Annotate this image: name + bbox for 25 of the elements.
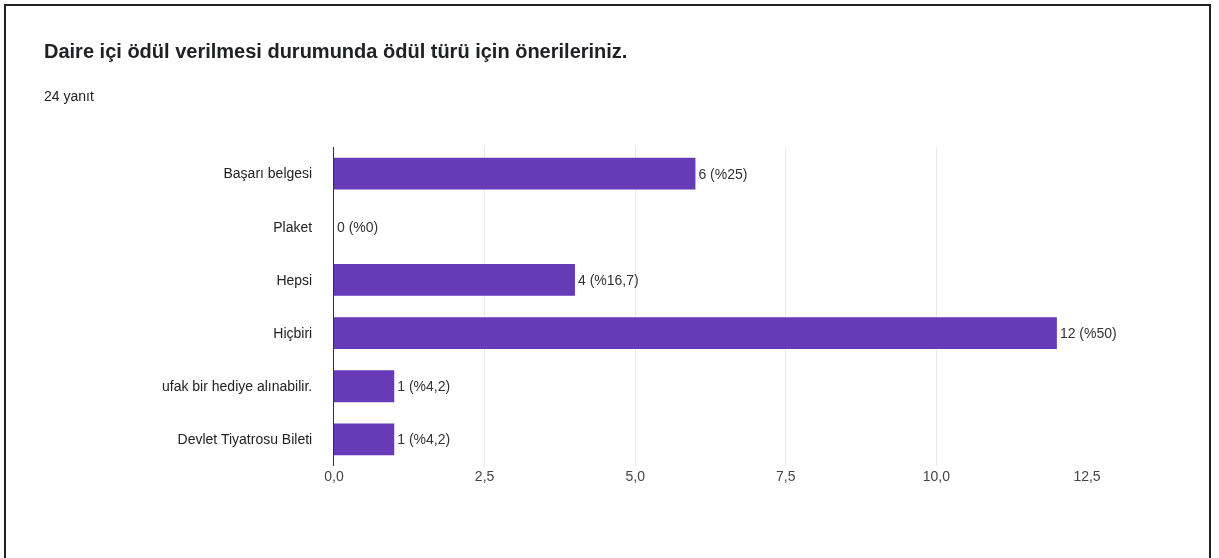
x-tick-label: 2,5 — [474, 468, 495, 484]
y-tick-label: Hiçbiri — [273, 324, 313, 341]
y-tick-label: ufak bir hediye alınabilir. — [162, 378, 313, 395]
x-tick-label: 7,5 — [776, 468, 796, 484]
bar — [334, 370, 395, 403]
y-tick-label: Başarı belgesi — [223, 165, 313, 182]
bar — [334, 157, 696, 190]
y-tick-label: Plaket — [273, 218, 313, 235]
data-label: 1 (%4,2) — [397, 431, 451, 448]
bar — [334, 317, 1057, 350]
bar — [334, 423, 395, 456]
bar — [334, 263, 575, 296]
data-label: 0 (%0) — [337, 218, 379, 235]
x-tick-label: 0,0 — [324, 468, 344, 484]
data-label: 4 (%16,7) — [577, 271, 639, 288]
x-tick-label: 10,0 — [922, 468, 951, 484]
y-tick-label: Devlet Tiyatrosu Bileti — [177, 431, 313, 448]
data-label: 6 (%25) — [698, 165, 748, 182]
chart-title: Daire içi ödül verilmesi durumunda ödül türü için önerileriniz. — [44, 40, 628, 63]
x-tick-label: 12,5 — [1073, 468, 1101, 484]
x-tick-label: 5,0 — [625, 468, 646, 484]
text: 24 yanıt — [44, 88, 94, 104]
data-label: 1 (%4,2) — [397, 378, 451, 395]
y-tick-label: Hepsi — [276, 271, 313, 288]
data-label: 12 (%50) — [1059, 325, 1117, 342]
